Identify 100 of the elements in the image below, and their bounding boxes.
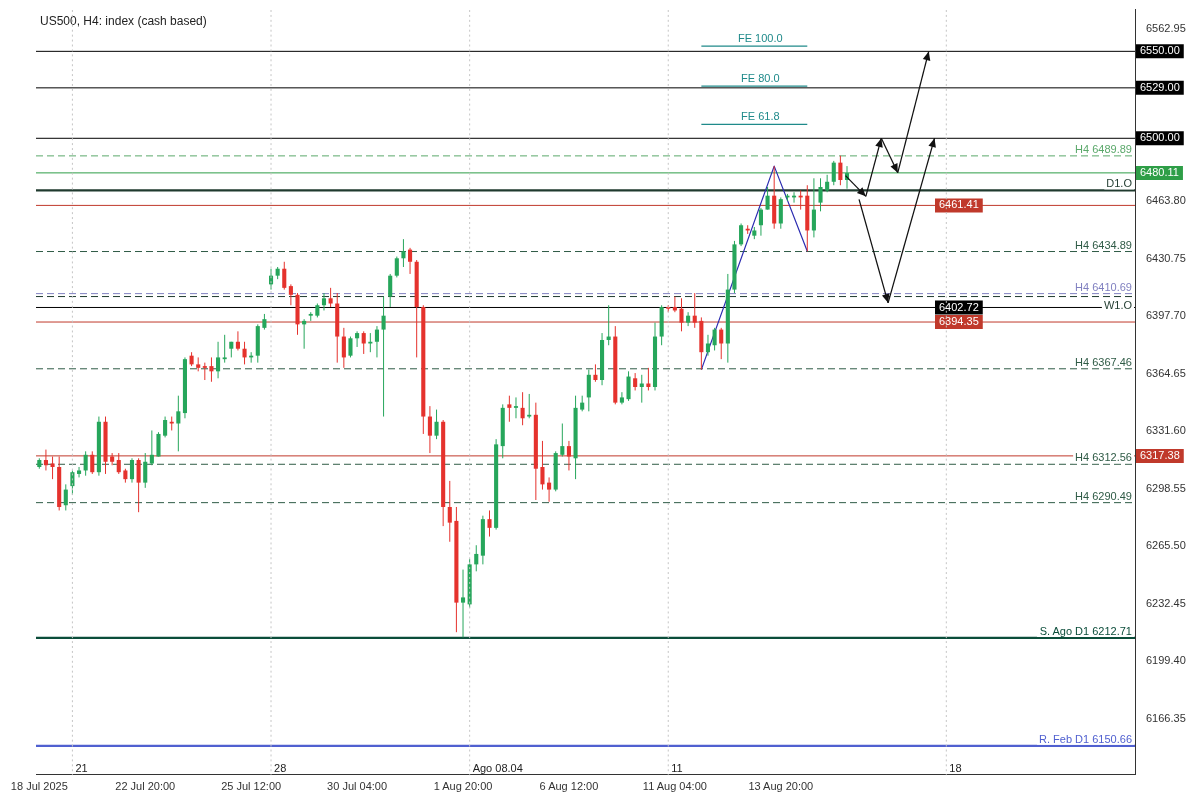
candlestick: [90, 450, 95, 475]
y-tick-label: 6199.40: [1146, 654, 1186, 667]
candlestick: [758, 207, 763, 237]
candlestick: [63, 483, 68, 511]
candlestick: [679, 297, 684, 332]
candlestick: [712, 327, 717, 351]
ref-line-label: H4 6489.89: [1075, 142, 1132, 155]
x-tick-label: 18 Jul 2025: [10, 780, 68, 793]
candlestick: [487, 509, 492, 538]
candlestick: [838, 155, 843, 186]
candlestick: [116, 452, 121, 475]
y-tick-label: 6331.60: [1146, 424, 1186, 437]
annotation: 11: [671, 761, 683, 774]
candlestick: [50, 456, 55, 480]
candlestick: [361, 330, 366, 355]
candlestick: [216, 341, 221, 379]
candlestick: [626, 370, 631, 402]
y-tick-label: 6265.50: [1146, 539, 1186, 552]
candlestick: [76, 466, 82, 478]
candlestick: [163, 416, 168, 438]
ref-line-label: 6550.00: [1140, 44, 1180, 57]
ref-line-label: 6394.35: [939, 315, 979, 328]
candlestick: [831, 160, 836, 186]
ref-line-label: H4 6290.49: [1075, 489, 1132, 502]
candlestick: [586, 369, 591, 412]
ref-line-label: 6500.00: [1140, 131, 1180, 144]
ref-line-label: D1.O: [1106, 177, 1133, 190]
ref-line-label: 6461.41: [939, 198, 979, 211]
y-tick-label: 6397.70: [1146, 309, 1186, 322]
candlestick: [692, 292, 697, 329]
x-tick-label: 13 Aug 20:00: [748, 780, 814, 793]
ref-line-label: 6480.11: [1140, 165, 1179, 178]
y-tick-label: 6166.35: [1146, 711, 1186, 724]
series-label: FE 100.0: [738, 32, 783, 45]
candlestick: [143, 452, 148, 489]
candlestick: [222, 334, 227, 364]
candlestick: [447, 480, 452, 543]
candlestick: [460, 569, 466, 638]
candlestick: [381, 296, 386, 418]
x-tick-label: 11 Aug 04:00: [642, 780, 707, 793]
annotation: Ago 08.04: [472, 761, 523, 774]
candlestick: [719, 327, 724, 360]
x-tick-label: 6 Aug 12:00: [539, 780, 599, 793]
candlestick: [156, 431, 161, 458]
candlestick: [83, 450, 88, 477]
candlestick: [566, 440, 571, 471]
series-label: FE 61.8: [741, 110, 780, 123]
candlestick: [513, 396, 519, 419]
ref-line-label: R. Feb D1 6150.66: [1039, 732, 1132, 745]
candlestick: [348, 336, 353, 358]
candlestick: [288, 283, 293, 306]
candlestick: [527, 393, 532, 419]
candlestick: [328, 287, 333, 308]
annotation: 28: [274, 761, 287, 774]
ref-line-label: H4 6312.56: [1075, 451, 1132, 464]
annotation: 21: [75, 761, 88, 774]
candlestick: [547, 476, 552, 503]
candlestick: [355, 330, 360, 348]
y-tick-label: 6463.80: [1146, 194, 1186, 207]
candlestick: [129, 457, 135, 484]
y-tick-label: 6298.55: [1146, 481, 1186, 494]
candlestick: [507, 395, 512, 423]
ref-line-label: H4 6410.69: [1075, 280, 1132, 293]
candlestick: [341, 327, 346, 369]
ref-line-label: 6317.38: [1140, 448, 1180, 461]
annotation: 18: [949, 761, 962, 774]
candlestick: [540, 440, 545, 491]
candlestick: [136, 457, 141, 513]
candlestick: [209, 356, 214, 383]
y-tick-label: 6430.75: [1146, 251, 1186, 264]
candlestick: [739, 223, 744, 247]
candlestick: [149, 429, 154, 466]
y-tick-label: 6232.45: [1146, 596, 1186, 609]
candlestick: [474, 544, 479, 572]
y-tick-label: 6562.95: [1146, 21, 1186, 34]
candlestick: [408, 247, 413, 275]
candlestick: [765, 186, 770, 211]
candlestick: [520, 391, 525, 426]
candlestick: [427, 405, 432, 454]
candlestick: [110, 452, 115, 466]
candlestick: [394, 256, 399, 278]
candlestick: [401, 238, 406, 268]
series-label: FE 80.0: [741, 72, 780, 85]
candlestick: [811, 177, 816, 238]
x-tick-label: 22 Jul 20:00: [115, 780, 176, 793]
ref-line-label: H4 6367.46: [1075, 355, 1132, 368]
candlestick: [43, 449, 48, 471]
x-tick-label: 1 Aug 20:00: [433, 780, 493, 793]
candlestick: [282, 261, 287, 291]
ref-line-label: W1.O: [1103, 298, 1133, 311]
candlestick: [176, 395, 181, 452]
candlestick: [368, 332, 373, 353]
y-tick-label: 6364.65: [1146, 366, 1186, 379]
x-tick-label: 30 Jul 04:00: [327, 780, 388, 793]
candlestick: [235, 330, 240, 351]
candlestick: [374, 325, 380, 358]
candlestick: [560, 423, 565, 458]
ref-line-label: S. Ago D1 6212.71: [1039, 624, 1132, 637]
ref-line-label: 6402.72: [939, 300, 979, 313]
candlestick: [242, 341, 247, 365]
